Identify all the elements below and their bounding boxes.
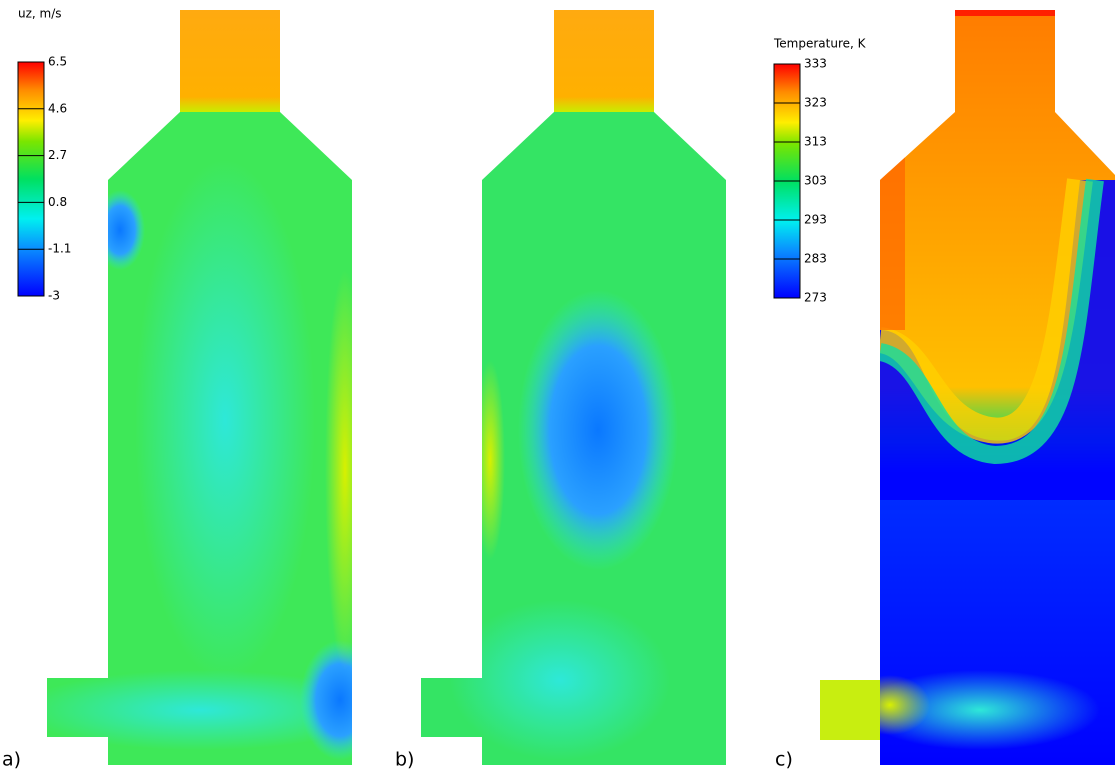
colorbar-tick-label: 313 — [804, 135, 827, 149]
colorbar-tick-label: 2.7 — [48, 148, 67, 162]
colorbar-tick-label: 323 — [804, 96, 827, 110]
colorbar-title: uz, m/s — [18, 7, 62, 21]
panel-label: a) — [2, 749, 21, 771]
colorbar-tick-label: 293 — [804, 213, 827, 227]
contour-panel-b — [421, 10, 726, 765]
colorbar-tick-label: 6.5 — [48, 55, 67, 69]
colorbar-tick-label: 273 — [804, 291, 827, 305]
panel-label: c) — [775, 749, 793, 771]
colorbar — [17, 61, 45, 297]
colorbar-tick-label: 283 — [804, 252, 827, 266]
colorbar-tick-label: 303 — [804, 174, 827, 188]
panel-label: b) — [395, 749, 414, 771]
colorbar-title: Temperature, K — [773, 37, 867, 51]
contour-panel-c — [820, 10, 1115, 765]
colorbar-tick-label: 4.6 — [48, 101, 67, 115]
colorbar-tick-label: 0.8 — [48, 195, 67, 209]
colorbar-tick-label: -3 — [48, 289, 60, 303]
colorbar-tick-label: -1.1 — [48, 242, 71, 256]
contour-panel-a — [47, 10, 352, 765]
colorbar-tick-label: 333 — [804, 57, 827, 71]
